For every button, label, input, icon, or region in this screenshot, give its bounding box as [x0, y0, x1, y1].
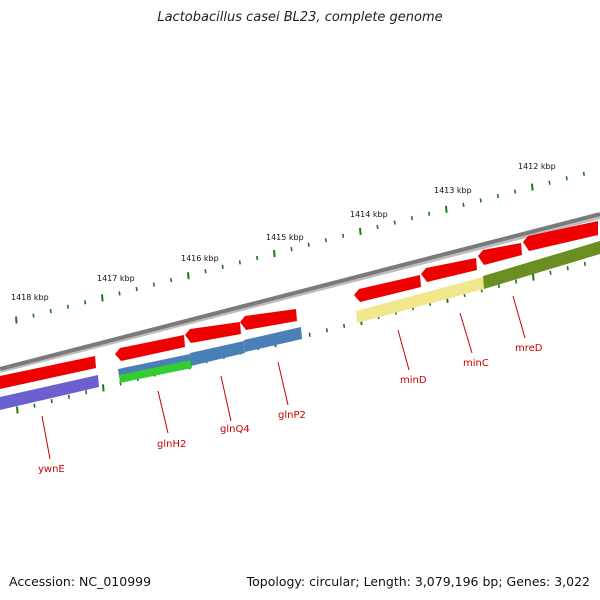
leader-minD [397, 329, 410, 371]
leader-glnQ4 [220, 375, 232, 422]
domain-bar-ywnE [0, 375, 99, 410]
scale-tick-upper-minor [66, 304, 69, 309]
kbp-label-1413: 1413 kbp [434, 186, 472, 195]
kbp-label-1415: 1415 kbp [266, 233, 304, 242]
map-title: Lactobacillus casei BL23, complete genom… [157, 10, 443, 25]
scale-tick-upper-minor [479, 198, 482, 203]
scale-tick-upper-minor [32, 313, 35, 318]
scale-tick-upper-minor [565, 176, 568, 181]
cds-arrow-next [523, 221, 598, 251]
scale-tick-upper-minor [238, 260, 241, 265]
scale-tick-upper-minor [324, 238, 327, 243]
label-leaders [41, 295, 526, 460]
scale-tick-upper-minor [290, 247, 293, 252]
cds-arrow-glnH2 [115, 335, 185, 361]
scale-tick-lower-minor [515, 279, 518, 284]
scale-tick-upper-major [273, 249, 276, 258]
scale-tick-lower-minor [566, 266, 569, 271]
gene-label-glnP2: glnP2 [278, 410, 306, 421]
scale-tick-upper-minor [84, 300, 87, 305]
scale-tick-upper-major [187, 272, 190, 280]
scale-tick-lower-minor [583, 261, 586, 266]
cds-track [0, 221, 598, 389]
scale-tick-upper-minor [582, 171, 585, 176]
scale-tick-lower-minor [33, 403, 36, 408]
cds-arrow-glnQ4 [185, 322, 241, 343]
scale-tick-upper-minor [376, 224, 379, 230]
scale-tick-upper-minor [462, 202, 465, 207]
scale-tick-lower-major [532, 273, 535, 281]
scale-tick-upper-minor [204, 269, 207, 274]
leader-ywnE [41, 415, 51, 460]
domain-bar-mreD [483, 241, 600, 289]
scale-tick-lower-major [16, 406, 19, 414]
scale-tick-upper-minor [221, 264, 224, 269]
scale-tick-upper-major [445, 205, 448, 213]
genome-backbone [0, 212, 600, 371]
scale-tick-upper-minor [496, 193, 499, 199]
kbp-label-1414: 1414 kbp [350, 210, 388, 219]
scale-tick-upper-major [359, 227, 362, 236]
scale-tick-lower-minor [343, 323, 346, 328]
gene-label-minD: minD [400, 375, 427, 386]
scale-tick-lower-major [102, 384, 105, 392]
scale-tick-upper-minor [514, 189, 517, 194]
scale-tick-upper-major [15, 316, 18, 324]
accession-label: Accession: NC_010999 [9, 574, 152, 589]
domain-bar-glnQ4 [190, 341, 245, 366]
genome-summary: Topology: circular; Length: 3,079,196 bp… [246, 574, 590, 589]
gene-label-ywnE: ywnE [38, 464, 65, 475]
scale-tick-upper-minor [170, 278, 173, 283]
scale-tick-upper-minor [393, 220, 396, 225]
scale-tick-lower-minor [549, 270, 552, 275]
cds-arrow-minC [421, 258, 477, 282]
scale-tick-upper-minor [307, 242, 310, 247]
scale-tick-upper-minor [135, 286, 138, 292]
tick-row-upper [15, 171, 585, 324]
leader-glnH2 [157, 390, 169, 434]
scale-tick-upper-minor [548, 180, 551, 185]
kbp-label-1416: 1416 kbp [181, 254, 219, 263]
cds-arrow-ywnE [0, 356, 96, 389]
scale-tick-upper-minor [256, 255, 259, 261]
gene-label-glnQ4: glnQ4 [220, 424, 250, 435]
scale-tick-upper-minor [152, 282, 155, 287]
scale-tick-upper-major [101, 294, 104, 302]
scale-tick-lower-minor [85, 390, 88, 395]
kbp-label-1412: 1412 kbp [518, 162, 556, 171]
scale-tick-lower-minor [497, 283, 500, 289]
cds-arrow-minD [354, 275, 421, 302]
domain-bar-glnH2-green [119, 360, 192, 383]
scale-tick-upper-minor [428, 211, 431, 216]
kbp-label-1417: 1417 kbp [97, 274, 135, 283]
kbp-label-1418: 1418 kbp [11, 293, 49, 302]
domain-bar-glnH2-blue [118, 354, 191, 377]
gene-label-mreD: mreD [515, 343, 543, 354]
domain-track [0, 241, 600, 410]
scale-tick-lower-minor [325, 328, 328, 333]
cds-arrow-mreD [478, 243, 522, 265]
gene-label-glnH2: glnH2 [157, 439, 186, 450]
scale-tick-upper-minor [118, 291, 121, 296]
cds-arrow-glnP2 [240, 309, 297, 330]
scale-tick-lower-minor [50, 399, 53, 404]
scale-tick-lower-minor [67, 394, 70, 399]
scale-tick-upper-minor [342, 233, 345, 238]
leader-minC [459, 312, 473, 354]
scale-tick-upper-minor [410, 216, 413, 221]
domain-bar-minD-minC [356, 277, 484, 323]
domain-bar-glnP2 [244, 327, 302, 352]
leader-mreD [512, 295, 526, 339]
gene-label-minC: minC [463, 358, 489, 369]
scale-tick-upper-minor [49, 309, 52, 314]
scale-tick-upper-major [531, 183, 534, 191]
leader-glnP2 [277, 361, 289, 406]
scale-tick-lower-minor [308, 332, 311, 337]
